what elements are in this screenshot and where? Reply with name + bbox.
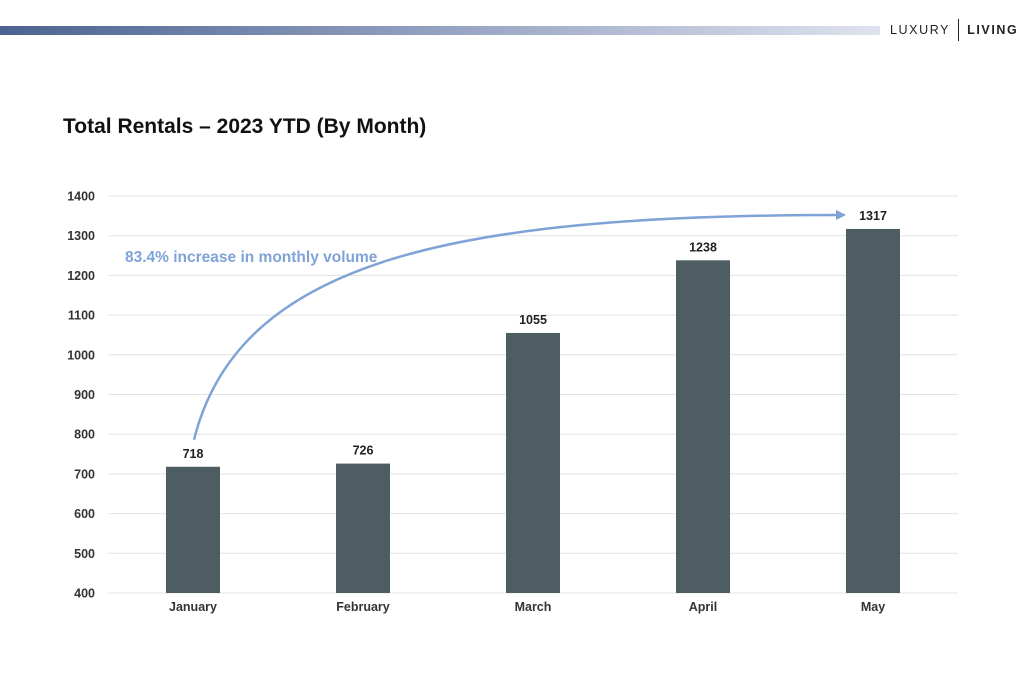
y-tick-label: 700 bbox=[74, 467, 95, 481]
x-tick-label-may: May bbox=[861, 600, 885, 614]
chart-title: Total Rentals – 2023 YTD (By Month) bbox=[63, 115, 427, 138]
annotation-text: 83.4% increase in monthly volume bbox=[125, 249, 378, 266]
y-tick-label: 900 bbox=[74, 388, 95, 402]
x-tick-label-march: March bbox=[515, 600, 552, 614]
y-axis-tick-labels: 400 500 600 700 800 900 1000 1100 1200 1300 1400 bbox=[67, 190, 95, 601]
y-tick-label: 1400 bbox=[67, 190, 95, 204]
y-tick-label: 400 bbox=[74, 587, 95, 601]
y-tick-label: 1000 bbox=[67, 348, 95, 362]
header-accent-bar bbox=[0, 26, 880, 35]
brand-word-luxury: LUXURY bbox=[890, 23, 951, 37]
brand-logo: LUXURY LIVING bbox=[890, 19, 1019, 41]
data-label-february: 726 bbox=[353, 444, 374, 458]
x-axis-tick-labels: January February March April May bbox=[169, 600, 885, 614]
x-tick-label-april: April bbox=[689, 600, 717, 614]
y-tick-label: 500 bbox=[74, 547, 95, 561]
annotation: 83.4% increase in monthly volume bbox=[125, 209, 846, 441]
y-tick-label: 1300 bbox=[67, 229, 95, 243]
data-label-april: 1238 bbox=[689, 240, 717, 254]
annotation-arrow bbox=[192, 209, 846, 441]
bar-may bbox=[846, 228, 900, 594]
bar-february bbox=[336, 463, 390, 593]
x-tick-label-january: January bbox=[169, 600, 217, 614]
brand-word-living: LIVING bbox=[967, 23, 1019, 37]
bars bbox=[166, 228, 900, 594]
y-tick-label: 1200 bbox=[67, 269, 95, 283]
bar-april bbox=[676, 260, 730, 593]
y-tick-label: 1100 bbox=[68, 309, 95, 323]
data-label-january: 718 bbox=[183, 447, 204, 461]
x-tick-label-february: February bbox=[336, 600, 390, 614]
brand-divider bbox=[958, 19, 960, 41]
y-tick-label: 800 bbox=[74, 428, 95, 442]
bar-march bbox=[506, 332, 560, 593]
data-labels: 718 726 1055 1238 1317 bbox=[183, 209, 887, 461]
data-label-may: 1317 bbox=[859, 209, 887, 223]
bar-january bbox=[166, 466, 220, 593]
data-label-march: 1055 bbox=[519, 313, 547, 327]
y-tick-label: 600 bbox=[74, 507, 95, 521]
